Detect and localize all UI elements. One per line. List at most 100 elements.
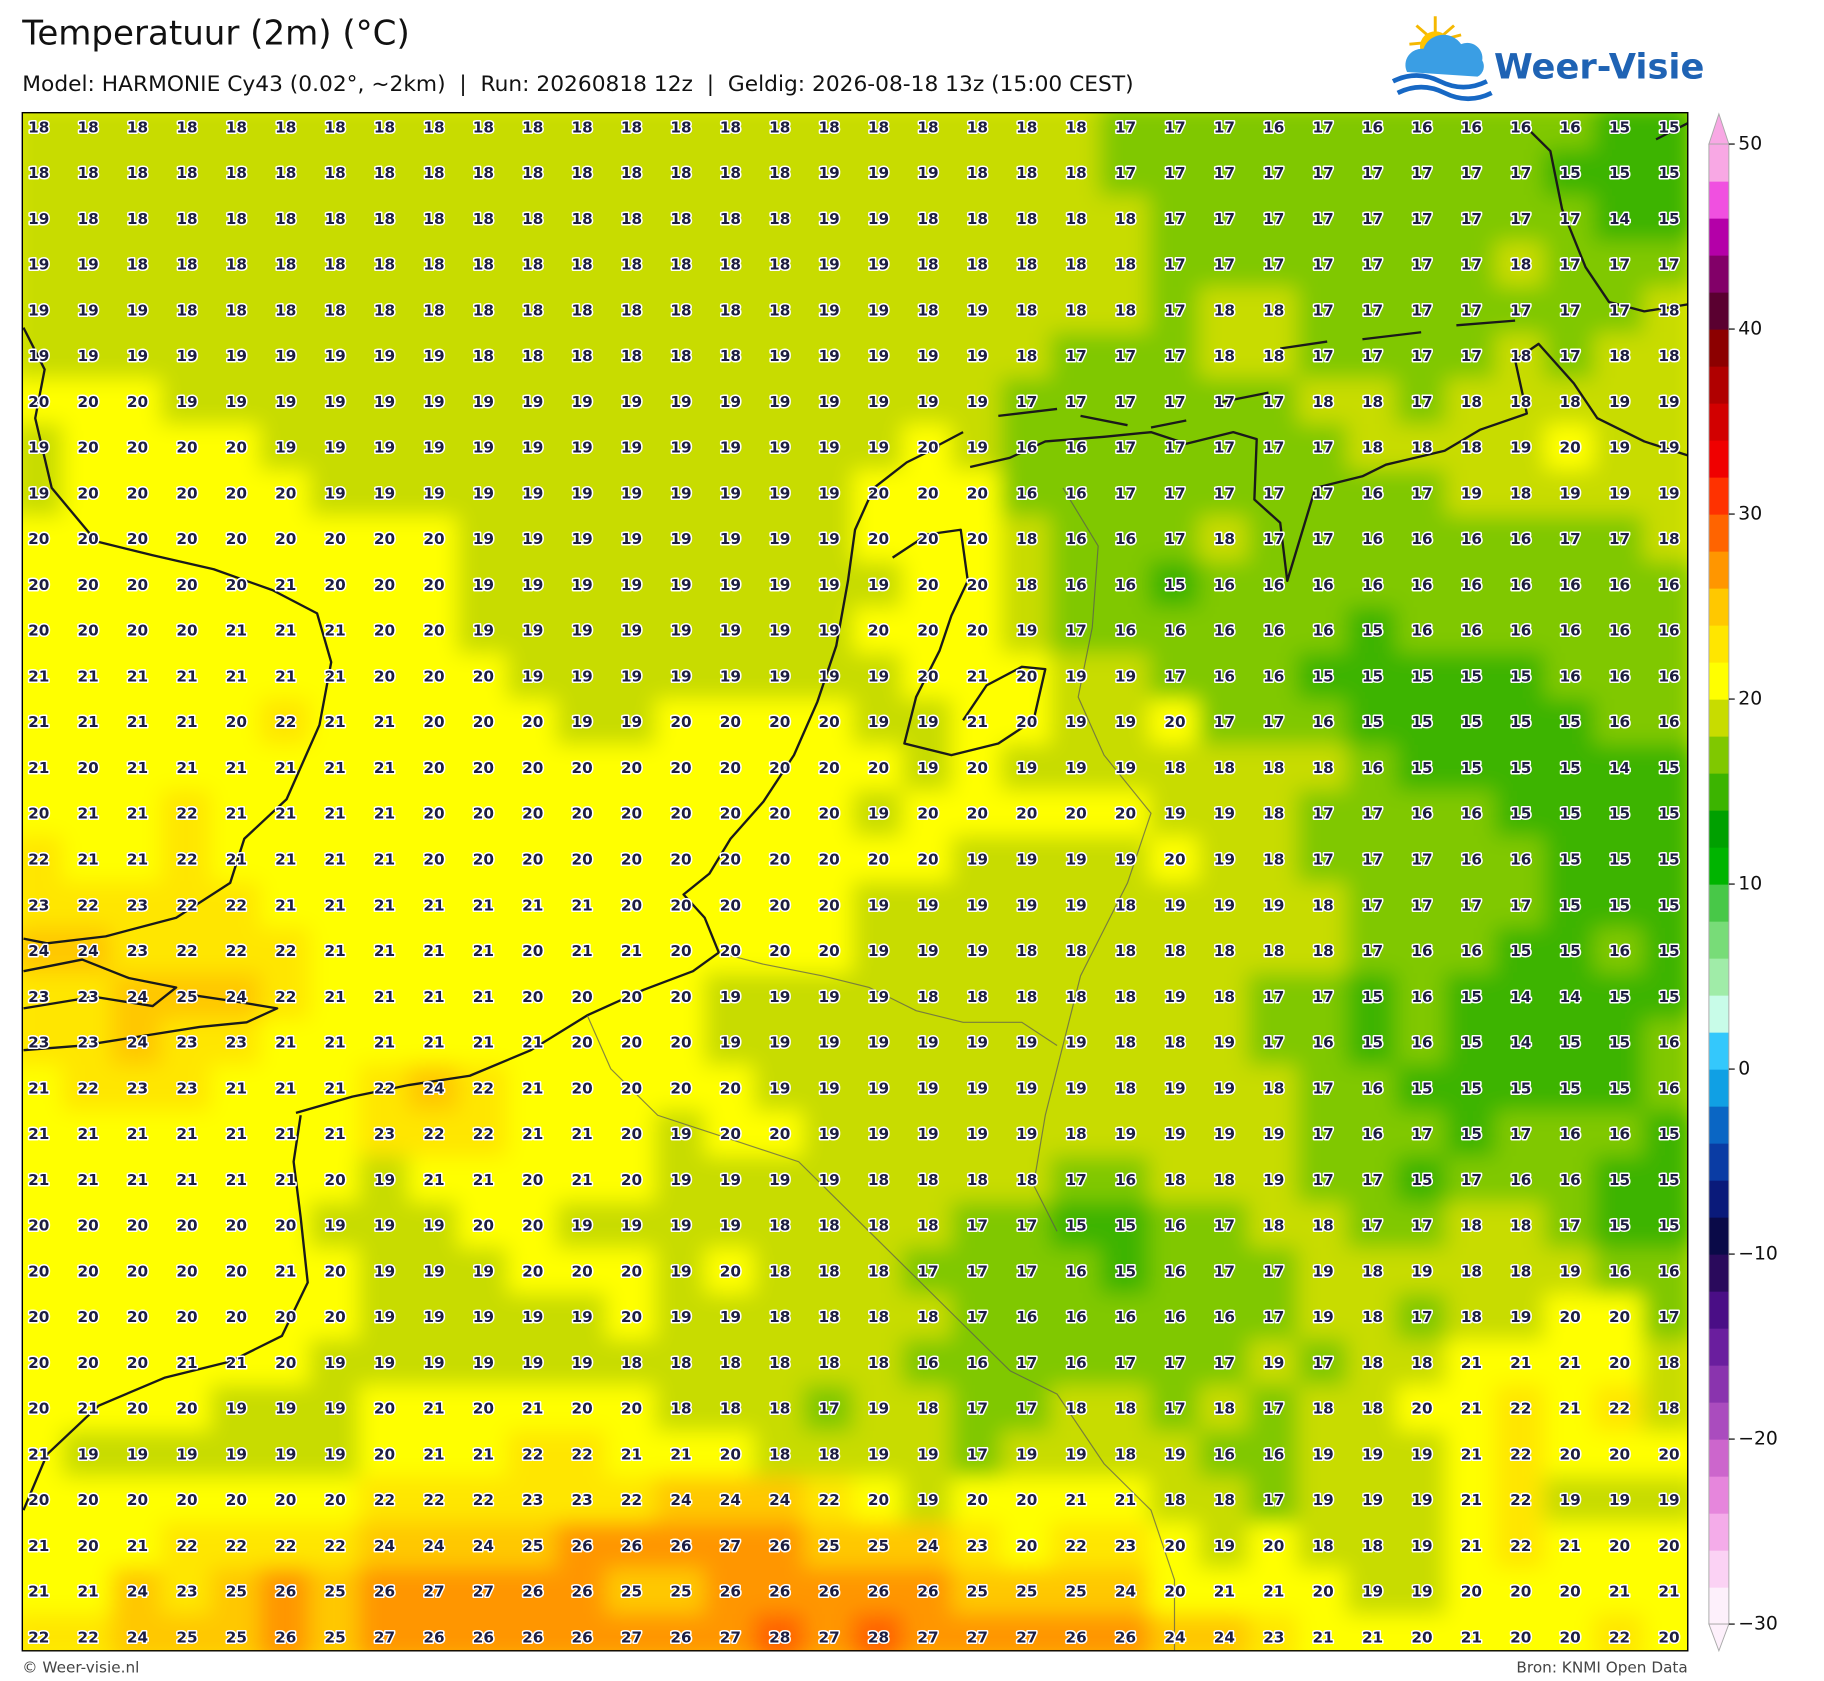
temperature-label: 19 <box>670 1171 691 1189</box>
temperature-cell <box>1000 561 1053 610</box>
temperature-label: 16 <box>1609 576 1630 594</box>
temperature-label: 19 <box>967 896 988 914</box>
temperature-label: 17 <box>1313 210 1334 228</box>
temperature-cell <box>556 1385 609 1434</box>
temperature-cell <box>22 835 65 885</box>
temperature-cell <box>1149 515 1201 564</box>
temperature-label: 26 <box>769 1537 790 1555</box>
temperature-cell <box>1593 1613 1646 1651</box>
temperature-label: 20 <box>28 1308 49 1326</box>
temperature-label: 21 <box>522 1125 543 1143</box>
temperature-cell <box>852 652 905 702</box>
temperature-cell <box>753 378 806 427</box>
temperature-label: 15 <box>1658 1217 1679 1235</box>
temperature-label: 17 <box>1115 484 1136 502</box>
temperature-label: 16 <box>1016 484 1037 502</box>
temperature-label: 25 <box>176 1629 197 1647</box>
temperature-cell <box>1050 1293 1103 1342</box>
temperature-label: 20 <box>226 1308 247 1326</box>
temperature-cell <box>803 652 856 702</box>
temperature-label: 17 <box>1164 1400 1185 1418</box>
temperature-label: 18 <box>1214 301 1235 319</box>
temperature-label: 15 <box>1510 942 1531 960</box>
temperature-cell <box>1544 424 1597 473</box>
temperature-cell <box>309 1064 362 1113</box>
temperature-label: 16 <box>1016 439 1037 457</box>
temperature-label: 15 <box>1609 988 1630 1006</box>
temperature-label: 18 <box>1016 576 1037 594</box>
temperature-label: 19 <box>1362 1583 1383 1601</box>
temperature-cell <box>1297 744 1350 793</box>
colorbar-extend-bottom <box>1708 1623 1730 1653</box>
temperature-cell <box>1445 424 1498 473</box>
temperature-label: 20 <box>1016 1491 1037 1509</box>
temperature-cell <box>1593 1202 1646 1251</box>
temperature-cell <box>1099 149 1152 198</box>
temperature-label: 27 <box>374 1629 395 1647</box>
temperature-cell <box>655 744 707 793</box>
temperature-cell <box>506 652 559 702</box>
temperature-label: 19 <box>1263 1354 1284 1372</box>
temperature-cell <box>704 1613 757 1651</box>
temperature-label: 22 <box>374 1079 395 1097</box>
temperature-cell <box>358 112 411 152</box>
temperature-cell <box>309 927 362 976</box>
temperature-label: 21 <box>572 896 593 914</box>
temperature-cell <box>1544 652 1597 702</box>
temperature-cell <box>506 515 559 564</box>
temperature-cell <box>1149 112 1201 152</box>
temperature-label: 21 <box>621 942 642 960</box>
temperature-cell <box>457 1385 510 1434</box>
temperature-label: 16 <box>1313 1034 1334 1052</box>
temperature-cell <box>556 1430 609 1480</box>
temperature-label: 16 <box>1115 1171 1136 1189</box>
temperature-cell <box>803 195 856 244</box>
temperature-label: 20 <box>522 1171 543 1189</box>
temperature-label: 22 <box>275 1537 296 1555</box>
temperature-cell <box>1593 1430 1646 1480</box>
temperature-cell <box>457 195 510 244</box>
temperature-label: 20 <box>522 759 543 777</box>
temperature-cell <box>1050 1110 1103 1159</box>
temperature-label: 15 <box>1461 1125 1482 1143</box>
temperature-label: 21 <box>275 576 296 594</box>
temperature-label: 20 <box>621 988 642 1006</box>
temperature-cell <box>605 881 658 930</box>
temperature-label: 24 <box>917 1537 938 1555</box>
temperature-cell <box>309 1385 362 1434</box>
temperature-cell <box>1198 1476 1251 1525</box>
temperature-label: 16 <box>1362 118 1383 136</box>
temperature-cell <box>1346 1110 1399 1159</box>
temperature-label: 23 <box>127 1079 148 1097</box>
temperature-label: 25 <box>226 1583 247 1601</box>
temperature-label: 15 <box>1609 1217 1630 1235</box>
temperature-cell <box>506 881 559 930</box>
temperature-cell <box>1149 973 1201 1022</box>
temperature-label: 19 <box>1313 1262 1334 1280</box>
temperature-label: 17 <box>1411 1125 1432 1143</box>
temperature-cell <box>1396 835 1448 885</box>
temperature-label: 27 <box>621 1629 642 1647</box>
temperature-label: 20 <box>522 988 543 1006</box>
temperature-cell <box>210 561 263 610</box>
temperature-cell <box>111 881 164 930</box>
temperature-label: 17 <box>1066 622 1087 640</box>
temperature-cell <box>1247 1430 1300 1480</box>
temperature-label: 18 <box>1362 1400 1383 1418</box>
temperature-label: 19 <box>325 439 346 457</box>
colorbar-band <box>1708 1365 1729 1403</box>
temperature-label: 21 <box>226 1354 247 1372</box>
temperature-label: 15 <box>1658 1171 1679 1189</box>
temperature-cell <box>1643 561 1688 610</box>
temperature-cell <box>1544 241 1597 290</box>
temperature-cell <box>408 698 460 747</box>
temperature-cell <box>309 1476 362 1525</box>
colorbar-band <box>1708 1513 1729 1551</box>
temperature-cell <box>408 1476 460 1525</box>
temperature-cell <box>803 835 856 885</box>
temperature-label: 19 <box>868 439 889 457</box>
temperature-label: 16 <box>1066 530 1087 548</box>
temperature-cell <box>1643 1430 1688 1480</box>
temperature-label: 19 <box>28 210 49 228</box>
temperature-cell <box>457 515 510 564</box>
